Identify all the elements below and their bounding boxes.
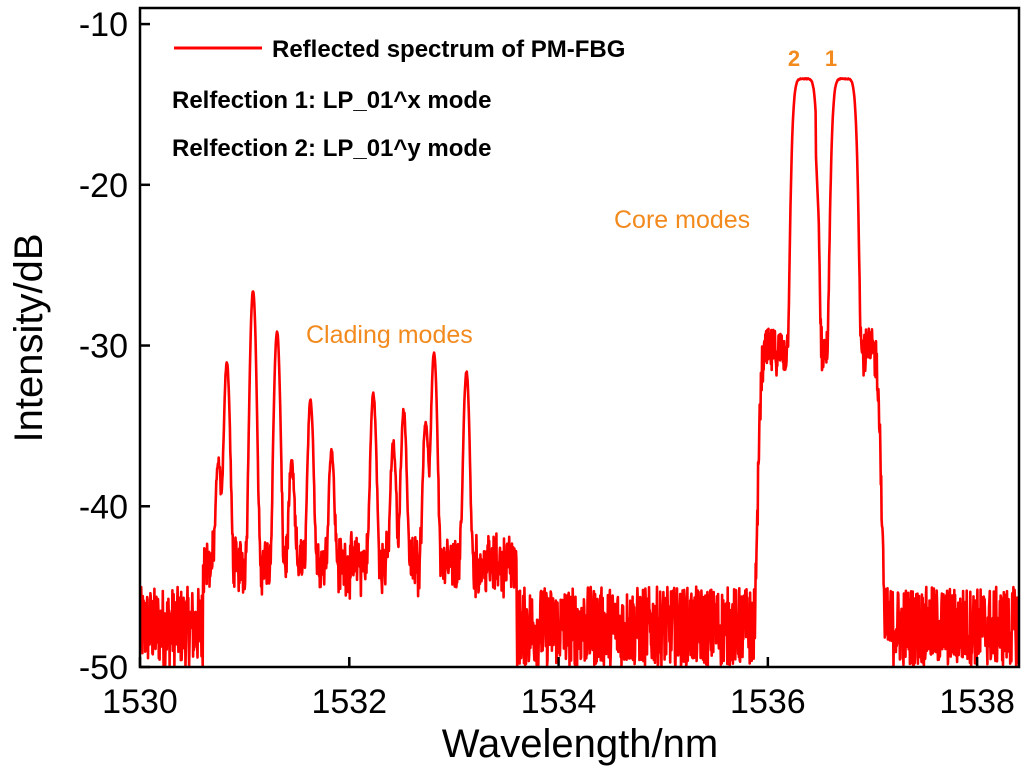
- y-tick-label: -20: [79, 167, 128, 205]
- plot-frame: [138, 6, 1021, 669]
- legend-series-label: Reflected spectrum of PM-FBG: [272, 36, 625, 63]
- x-axis-title: Wavelength/nm: [442, 722, 718, 766]
- x-tick-label: 1536: [730, 683, 806, 721]
- legend-reflection-1: Relfection 1: LP_01^x mode: [172, 87, 491, 114]
- legend-reflection-2: Relfection 2: LP_01^y mode: [172, 135, 491, 162]
- y-axis-ticks: -10 -20 -30 -40 -50: [79, 6, 150, 687]
- peak-1-label: 1: [825, 46, 837, 71]
- clading-modes-annotation: Clading modes: [306, 321, 473, 349]
- core-modes-annotation: Core modes: [614, 206, 750, 234]
- y-tick-label: -50: [79, 649, 128, 687]
- legend: Reflected spectrum of PM-FBG Relfection …: [172, 36, 625, 162]
- spectrum-line: [140, 77, 1019, 668]
- x-tick-label: 1534: [521, 683, 597, 721]
- y-tick-label: -40: [79, 488, 128, 526]
- y-axis-title: Intensity/dB: [7, 233, 51, 442]
- x-axis-ticks: 1530 1532 1534 1536 1538: [102, 657, 1015, 721]
- peak-2-label: 2: [788, 46, 800, 71]
- x-tick-label: 1530: [102, 683, 178, 721]
- spectrum-series: [140, 77, 1019, 668]
- x-tick-label: 1538: [939, 683, 1015, 721]
- x-tick-label: 1532: [311, 683, 387, 721]
- y-tick-label: -10: [79, 6, 128, 44]
- y-tick-label: -30: [79, 328, 128, 366]
